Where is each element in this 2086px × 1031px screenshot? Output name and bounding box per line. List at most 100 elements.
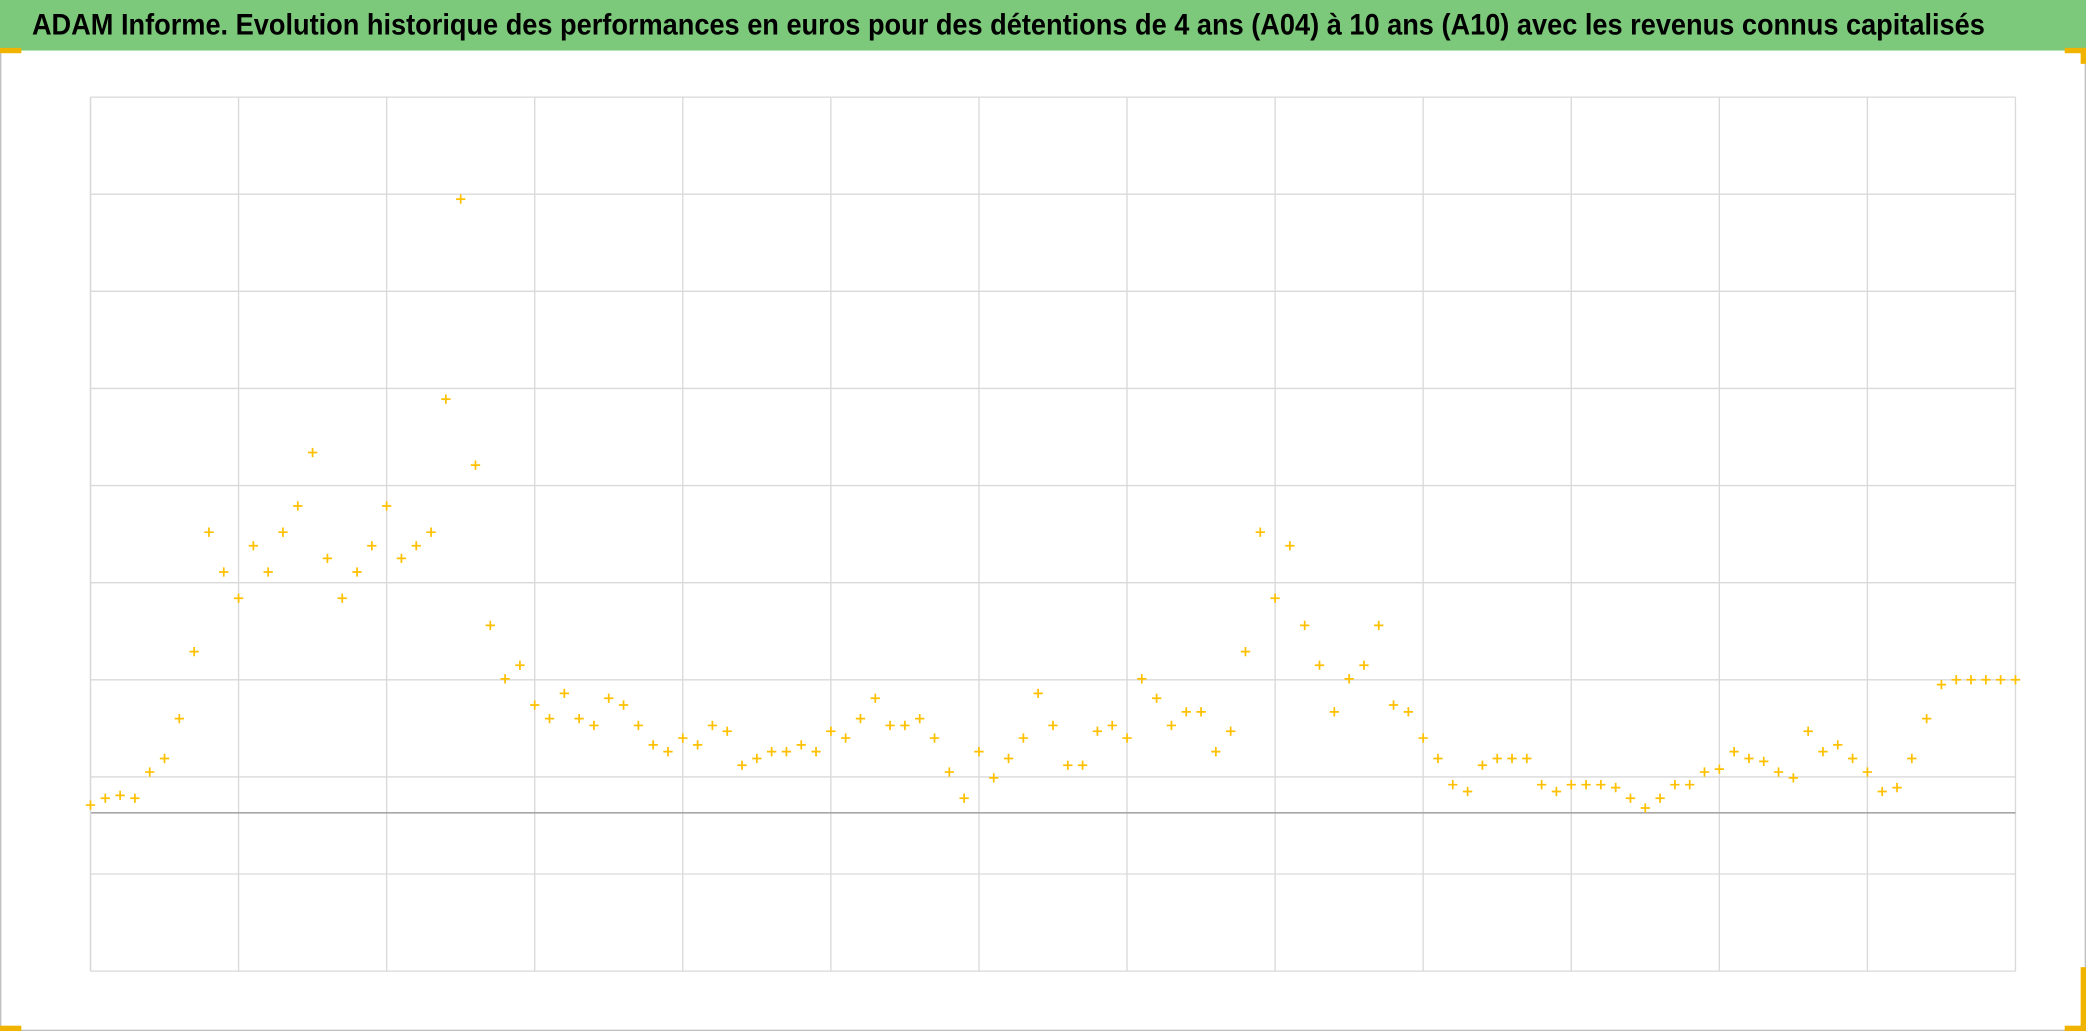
point [426,527,436,537]
point [1640,803,1650,813]
point [456,194,466,204]
point [441,394,451,404]
point [826,726,836,736]
point [1892,782,1902,793]
point [1344,674,1354,684]
point [1611,782,1621,793]
point [1048,720,1058,731]
point [248,541,259,551]
point [1966,675,1976,685]
point [1744,753,1754,764]
point [1862,767,1873,777]
point [781,747,792,757]
point [663,747,673,757]
point [1818,747,1828,757]
point [959,793,969,803]
point [1240,646,1251,657]
point [1551,786,1562,797]
point [855,713,866,724]
point [1699,767,1710,777]
point [1759,756,1769,767]
point [900,720,910,731]
point [1462,786,1473,797]
point [974,747,984,757]
point [1077,760,1088,770]
point [381,501,392,511]
point [204,527,214,537]
point [766,747,777,757]
point [337,593,347,603]
point [752,753,762,764]
point [1714,764,1724,774]
point [1418,733,1428,743]
point [1921,713,1932,724]
point [1625,793,1636,803]
point [1033,688,1043,699]
point [1433,753,1443,764]
point [189,646,199,657]
point [604,693,614,703]
point [1196,707,1206,717]
point [1122,733,1132,743]
point [1729,747,1739,757]
point [1018,733,1029,743]
point [367,541,377,551]
point [1877,786,1887,797]
point [278,527,288,537]
point [989,773,999,783]
point [1063,760,1073,770]
points [85,194,2021,813]
point [1300,620,1310,631]
point [796,740,806,750]
point [159,753,170,764]
point [1374,620,1384,631]
point [1655,793,1665,803]
point [929,733,940,743]
point [1996,675,2006,685]
point [1314,660,1325,670]
point [1211,747,1221,757]
point [1936,679,1947,690]
point [1981,675,1991,685]
point [219,567,229,577]
point [233,593,244,603]
point [396,553,407,564]
point [1403,707,1414,717]
point [1388,700,1399,710]
point [1522,753,1532,764]
point [589,720,599,731]
point [1092,726,1103,736]
point [515,660,525,670]
point [115,790,125,801]
point [1581,780,1591,790]
point [293,501,303,511]
point [1270,593,1280,603]
point [1907,753,1917,764]
point [1492,753,1502,764]
point [885,720,895,731]
point [2010,675,2021,685]
point [1329,707,1339,717]
point [130,793,140,803]
point [411,541,421,551]
point [1685,780,1695,790]
point [737,760,747,770]
point [307,447,318,458]
point [1285,541,1295,551]
point [500,674,510,684]
point [544,713,555,724]
point [678,733,688,743]
point [633,720,644,731]
point [1566,780,1576,790]
point [707,720,718,731]
point [263,567,273,577]
point [574,713,584,724]
point [85,800,96,810]
grid [89,96,2017,972]
point [1803,726,1813,736]
point [648,740,658,750]
point [174,713,184,724]
point [530,700,540,710]
point [618,700,629,710]
